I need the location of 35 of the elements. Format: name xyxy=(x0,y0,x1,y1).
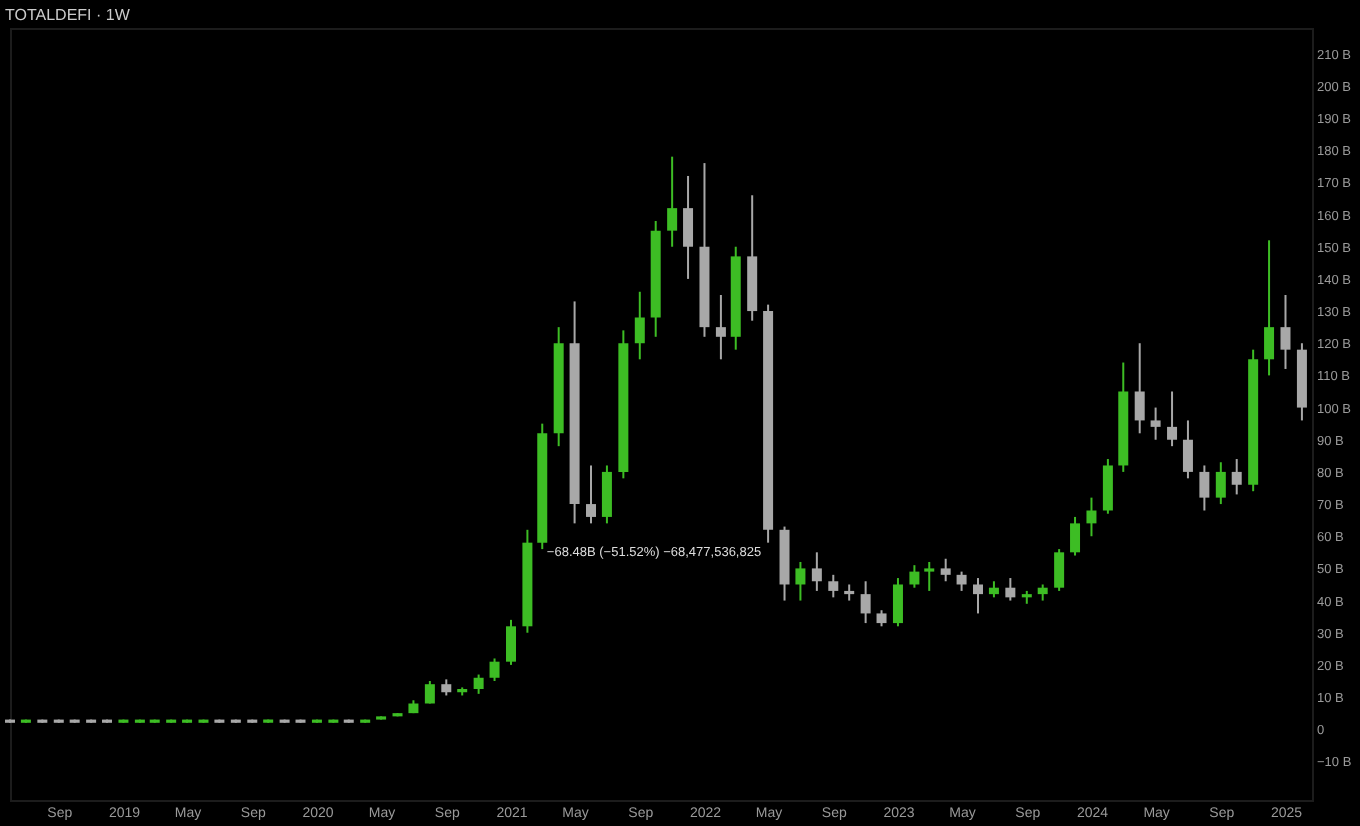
candlestick xyxy=(586,464,597,525)
candlestick xyxy=(1086,496,1097,538)
candlestick xyxy=(715,293,726,361)
candlestick xyxy=(634,290,645,361)
candlestick xyxy=(828,573,839,599)
candlestick xyxy=(924,560,935,592)
candlestick xyxy=(909,564,920,589)
chart-title: TOTALDEFI · 1W xyxy=(5,6,131,24)
candlestick xyxy=(860,580,871,625)
candlestick xyxy=(795,560,806,602)
candlestick xyxy=(1134,342,1145,435)
candlestick xyxy=(811,551,822,592)
candlestick xyxy=(424,679,435,705)
candlestick xyxy=(892,577,903,628)
candlestick xyxy=(1150,406,1161,441)
candlestick xyxy=(1280,293,1291,370)
candlestick xyxy=(1264,239,1275,377)
candlestick xyxy=(956,570,967,592)
candlestick xyxy=(667,155,678,248)
candlestick xyxy=(601,464,612,525)
candlestick xyxy=(1102,458,1113,515)
candlestick xyxy=(489,657,500,682)
candlestick xyxy=(1005,577,1016,602)
candlestick xyxy=(973,577,984,615)
candlestick xyxy=(1199,464,1210,512)
candlestick xyxy=(505,618,516,666)
candlestick xyxy=(1070,515,1081,557)
candlestick xyxy=(1182,419,1193,480)
candlestick xyxy=(1215,461,1226,506)
candlestick xyxy=(473,673,484,695)
candlestick xyxy=(940,557,951,583)
candlestick xyxy=(1054,548,1065,592)
candlestick xyxy=(683,174,694,280)
candlestick xyxy=(1231,458,1242,496)
candlestick xyxy=(1167,390,1178,448)
